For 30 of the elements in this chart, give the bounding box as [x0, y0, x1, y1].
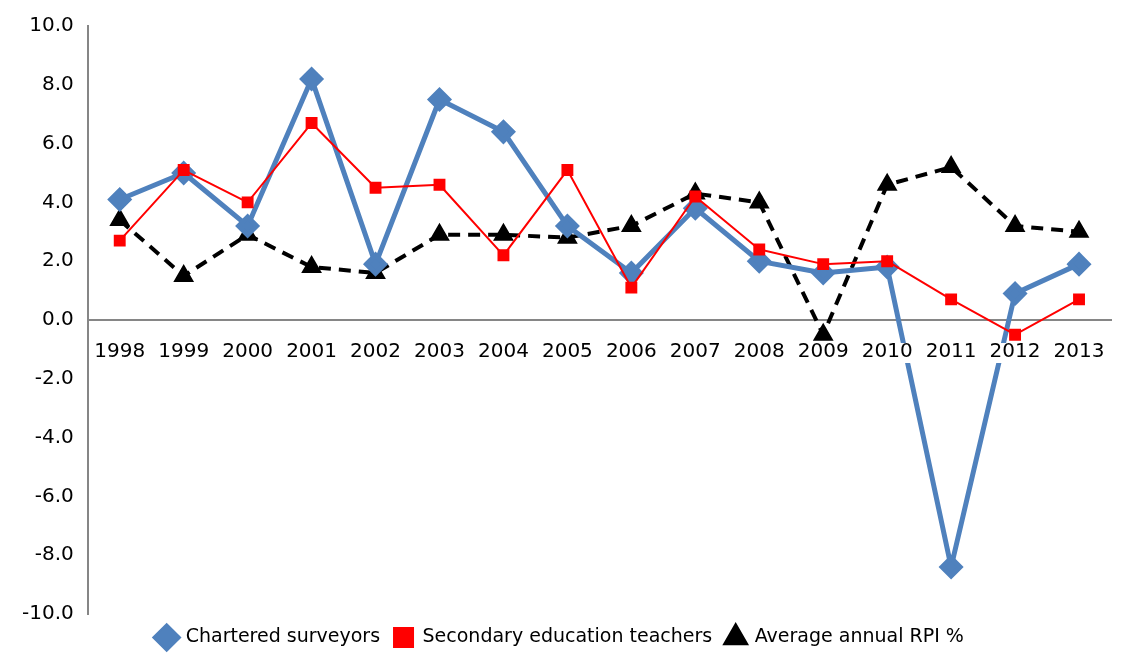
x-tick-label: 2001 — [286, 338, 338, 363]
x-tick-label: 2010 — [861, 338, 913, 363]
x-tick-label: 2011 — [925, 338, 977, 363]
y-tick-label: -8.0 — [34, 541, 74, 566]
x-tick-label: 1998 — [94, 338, 146, 363]
y-tick-label: -2.0 — [34, 365, 74, 389]
x-tick-label: 2008 — [733, 338, 785, 363]
x-tick-label: 2012 — [989, 338, 1041, 363]
x-tick-label: 2006 — [605, 338, 657, 363]
y-tick-label: -10.0 — [22, 600, 74, 625]
x-tick-label: 2000 — [222, 338, 274, 363]
legend-label: Average annual RPI % — [754, 624, 964, 647]
y-tick-label: 4.0 — [41, 188, 74, 213]
y-tick-label: 2.0 — [41, 247, 74, 272]
x-tick-label: 2013 — [1053, 338, 1105, 363]
y-tick-label: 6.0 — [41, 129, 74, 154]
x-tick-label: 2003 — [414, 338, 465, 363]
y-tick-label: 0.0 — [41, 306, 74, 331]
x-tick-label: 2004 — [477, 338, 529, 363]
y-tick-label: -4.0 — [34, 423, 74, 448]
x-tick-label: 2005 — [541, 338, 593, 363]
legend-label: Secondary education teachers — [422, 624, 713, 647]
x-tick-label: 1999 — [158, 338, 210, 363]
x-tick-label: 2007 — [669, 338, 721, 363]
y-tick-label: -6.0 — [34, 482, 74, 507]
legend-label: Chartered surveyors — [185, 624, 381, 647]
x-tick-label: 2002 — [350, 338, 401, 363]
x-tick-label: 2009 — [797, 338, 849, 363]
y-tick-label: 8.0 — [41, 71, 74, 95]
y-tick-label: 10.0 — [29, 12, 74, 37]
